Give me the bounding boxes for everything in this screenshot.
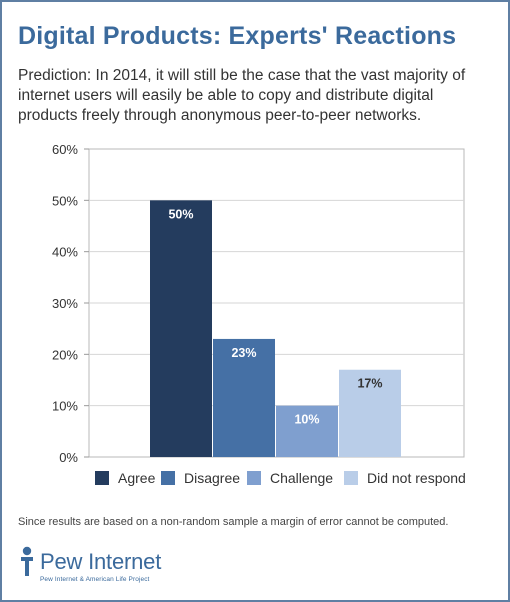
y-tick-label: 40% xyxy=(52,245,78,260)
logo-tagline: Pew Internet & American Life Project xyxy=(40,576,150,583)
data-label: 17% xyxy=(357,377,382,391)
y-tick-label: 50% xyxy=(52,193,78,208)
y-tick-label: 0% xyxy=(59,450,78,465)
bar-agree xyxy=(150,200,212,458)
legend-label: Challenge xyxy=(270,470,333,486)
y-tick-label: 20% xyxy=(52,347,78,362)
bar-did-not-respond xyxy=(339,369,401,457)
bar-chart: 0% 10% 20% 30% 40% 50% 60% 50% 23% 10% 17% Agree Dis… xyxy=(52,142,466,486)
logo: Pew Internet Pew Internet & American Lif… xyxy=(40,549,161,583)
legend-swatch xyxy=(95,471,109,485)
page-subtitle: Prediction: In 2014, it will still be th… xyxy=(18,67,466,124)
data-label: 10% xyxy=(294,413,319,427)
legend-swatch xyxy=(161,471,175,485)
legend-label: Did not respond xyxy=(367,470,466,486)
bar-disagree xyxy=(213,338,275,457)
y-tick-label: 10% xyxy=(52,399,78,414)
pew-logo-icon xyxy=(21,546,33,576)
data-label: 50% xyxy=(168,207,193,221)
legend-swatch xyxy=(344,471,358,485)
bar-challenge xyxy=(276,405,338,457)
y-tick-label: 30% xyxy=(52,296,78,311)
legend-label: Disagree xyxy=(184,470,240,486)
data-label: 23% xyxy=(231,346,256,360)
y-tick-label: 60% xyxy=(52,142,78,157)
footnote: Since results are based on a non-random … xyxy=(18,516,449,528)
page-title: Digital Products: Experts' Reactions xyxy=(18,22,457,50)
legend-swatch xyxy=(247,471,261,485)
logo-name: Pew Internet xyxy=(40,549,162,574)
legend-label: Agree xyxy=(118,470,156,486)
